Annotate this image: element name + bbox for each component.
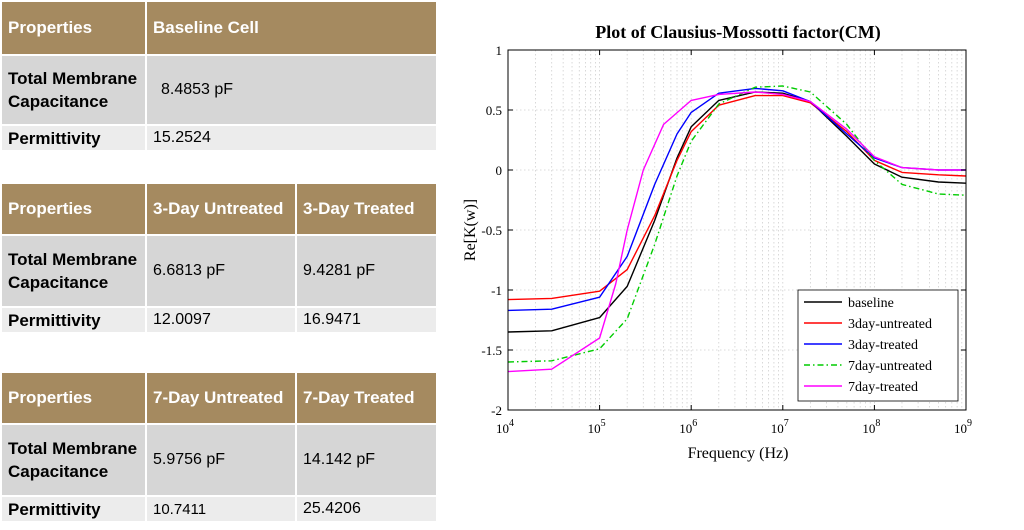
- y-axis-label: Re[K(w)]: [462, 199, 479, 261]
- table-cell: 16.9471: [295, 306, 438, 334]
- table-cell: 5.9756 pF: [145, 423, 297, 497]
- y-tick-label: 0: [496, 163, 503, 178]
- table-header-cell: Properties: [0, 371, 147, 425]
- x-tick-label: 109: [954, 418, 972, 436]
- 3day-properties-table: Properties 3-Day Untreated 3-Day Treated…: [0, 182, 438, 334]
- row-label-capacitance: Total Membrane Capacitance: [0, 234, 147, 308]
- table-cell: 9.4281 pF: [295, 234, 438, 308]
- table-header-cell: 7-Day Treated: [295, 371, 438, 425]
- row-label-permittivity: Permittivity: [0, 124, 147, 152]
- baseline-properties-table: Properties Baseline Cell Total Membrane …: [0, 0, 438, 152]
- y-tick-label: -1: [491, 283, 502, 298]
- legend-label: baseline: [848, 296, 894, 311]
- table-header-cell: 7-Day Untreated: [145, 371, 297, 425]
- y-tick-label: -0.5: [481, 223, 502, 238]
- table-header-cell: Properties: [0, 182, 147, 236]
- table-cell: 14.142 pF: [295, 423, 438, 497]
- x-tick-label: 108: [862, 418, 880, 436]
- table-header-cell: 3-Day Treated: [295, 182, 438, 236]
- 7day-properties-table: Properties 7-Day Untreated 7-Day Treated…: [0, 371, 438, 523]
- legend-label: 3day-untreated: [848, 317, 932, 332]
- legend-label: 3day-treated: [848, 338, 918, 353]
- x-tick-label: 105: [588, 418, 606, 436]
- row-label-permittivity: Permittivity: [0, 495, 147, 523]
- legend-label: 7day-untreated: [848, 359, 932, 374]
- y-tick-label: -1.5: [481, 343, 502, 358]
- x-tick-label: 104: [496, 418, 514, 436]
- table-cell: 12.0097: [145, 306, 297, 334]
- table-header-cell: Properties: [0, 0, 147, 56]
- row-label-capacitance: Total Membrane Capacitance: [0, 423, 147, 497]
- table-cell: 15.2524: [145, 124, 438, 152]
- table-cell: 25.4206: [295, 495, 438, 523]
- row-label-capacitance: Total Membrane Capacitance: [0, 54, 147, 126]
- row-label-permittivity: Permittivity: [0, 306, 147, 334]
- x-tick-label: 106: [679, 418, 697, 436]
- y-tick-label: -2: [491, 403, 502, 418]
- y-tick-label: 1: [496, 43, 503, 58]
- series-line-7day-treated: [507, 91, 966, 373]
- y-tick-label: 0.5: [486, 103, 502, 118]
- legend-box: [797, 289, 959, 402]
- cm-factor-chart: Plot of Clausius-Mossotti factor(CM) Fre…: [462, 22, 972, 462]
- table-cell: 10.7411: [145, 495, 297, 523]
- legend-label: 7day-treated: [848, 380, 918, 395]
- x-axis-label: Frequency (Hz): [688, 445, 789, 462]
- series-line-baseline: [507, 91, 967, 333]
- series-line-7day-untreated: [507, 85, 967, 363]
- table-cell: 8.4853 pF: [145, 54, 438, 126]
- chart-title: Plot of Clausius-Mossotti factor(CM): [595, 22, 880, 43]
- x-tick-label: 107: [771, 418, 789, 436]
- table-cell: 6.6813 pF: [145, 234, 297, 308]
- table-header-cell: 3-Day Untreated: [145, 182, 297, 236]
- series-line-3day-untreated: [507, 94, 967, 301]
- table-header-cell: Baseline Cell: [145, 0, 438, 56]
